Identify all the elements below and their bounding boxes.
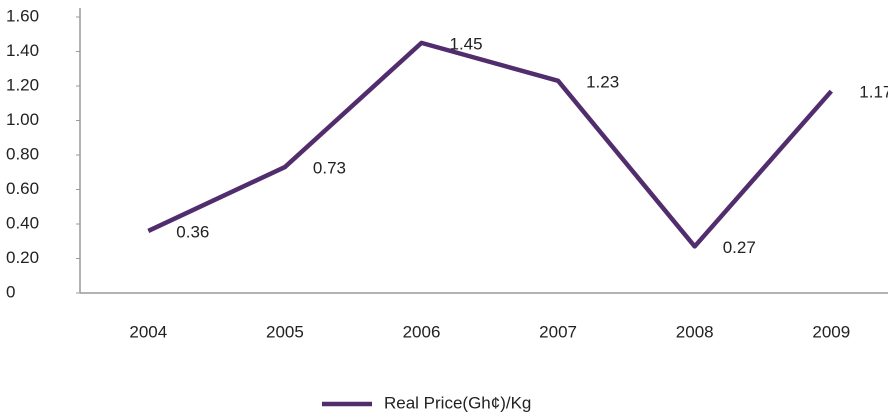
data-label: 1.17 [859, 83, 888, 102]
x-tick-label: 2007 [539, 322, 577, 341]
data-label: 0.73 [313, 159, 346, 178]
y-tick-label: 0.20 [6, 248, 39, 267]
line [147, 40, 833, 249]
x-tick-label: 2006 [403, 322, 441, 341]
data-label: 0.36 [176, 222, 209, 241]
y-tick-label: 0.40 [6, 213, 39, 232]
y-tick-label: 0 [6, 282, 15, 301]
legend-label: Real Price(Gh¢)/Kg [384, 393, 531, 412]
data-label: 0.27 [723, 238, 756, 257]
x-tick-label: 2004 [129, 322, 167, 341]
y-tick-label: 1.60 [6, 6, 39, 25]
y-tick-label: 0.80 [6, 144, 39, 163]
data-label: 1.45 [450, 34, 483, 53]
data-label: 1.23 [586, 72, 619, 91]
x-tick-label: 2005 [266, 322, 304, 341]
x-tick-label: 2009 [812, 322, 850, 341]
y-tick-label: 1.00 [6, 110, 39, 129]
y-tick-label: 1.40 [6, 41, 39, 60]
y-tick-label: 1.20 [6, 75, 39, 94]
x-tick-label: 2008 [676, 322, 714, 341]
y-tick-label: 0.60 [6, 179, 39, 198]
